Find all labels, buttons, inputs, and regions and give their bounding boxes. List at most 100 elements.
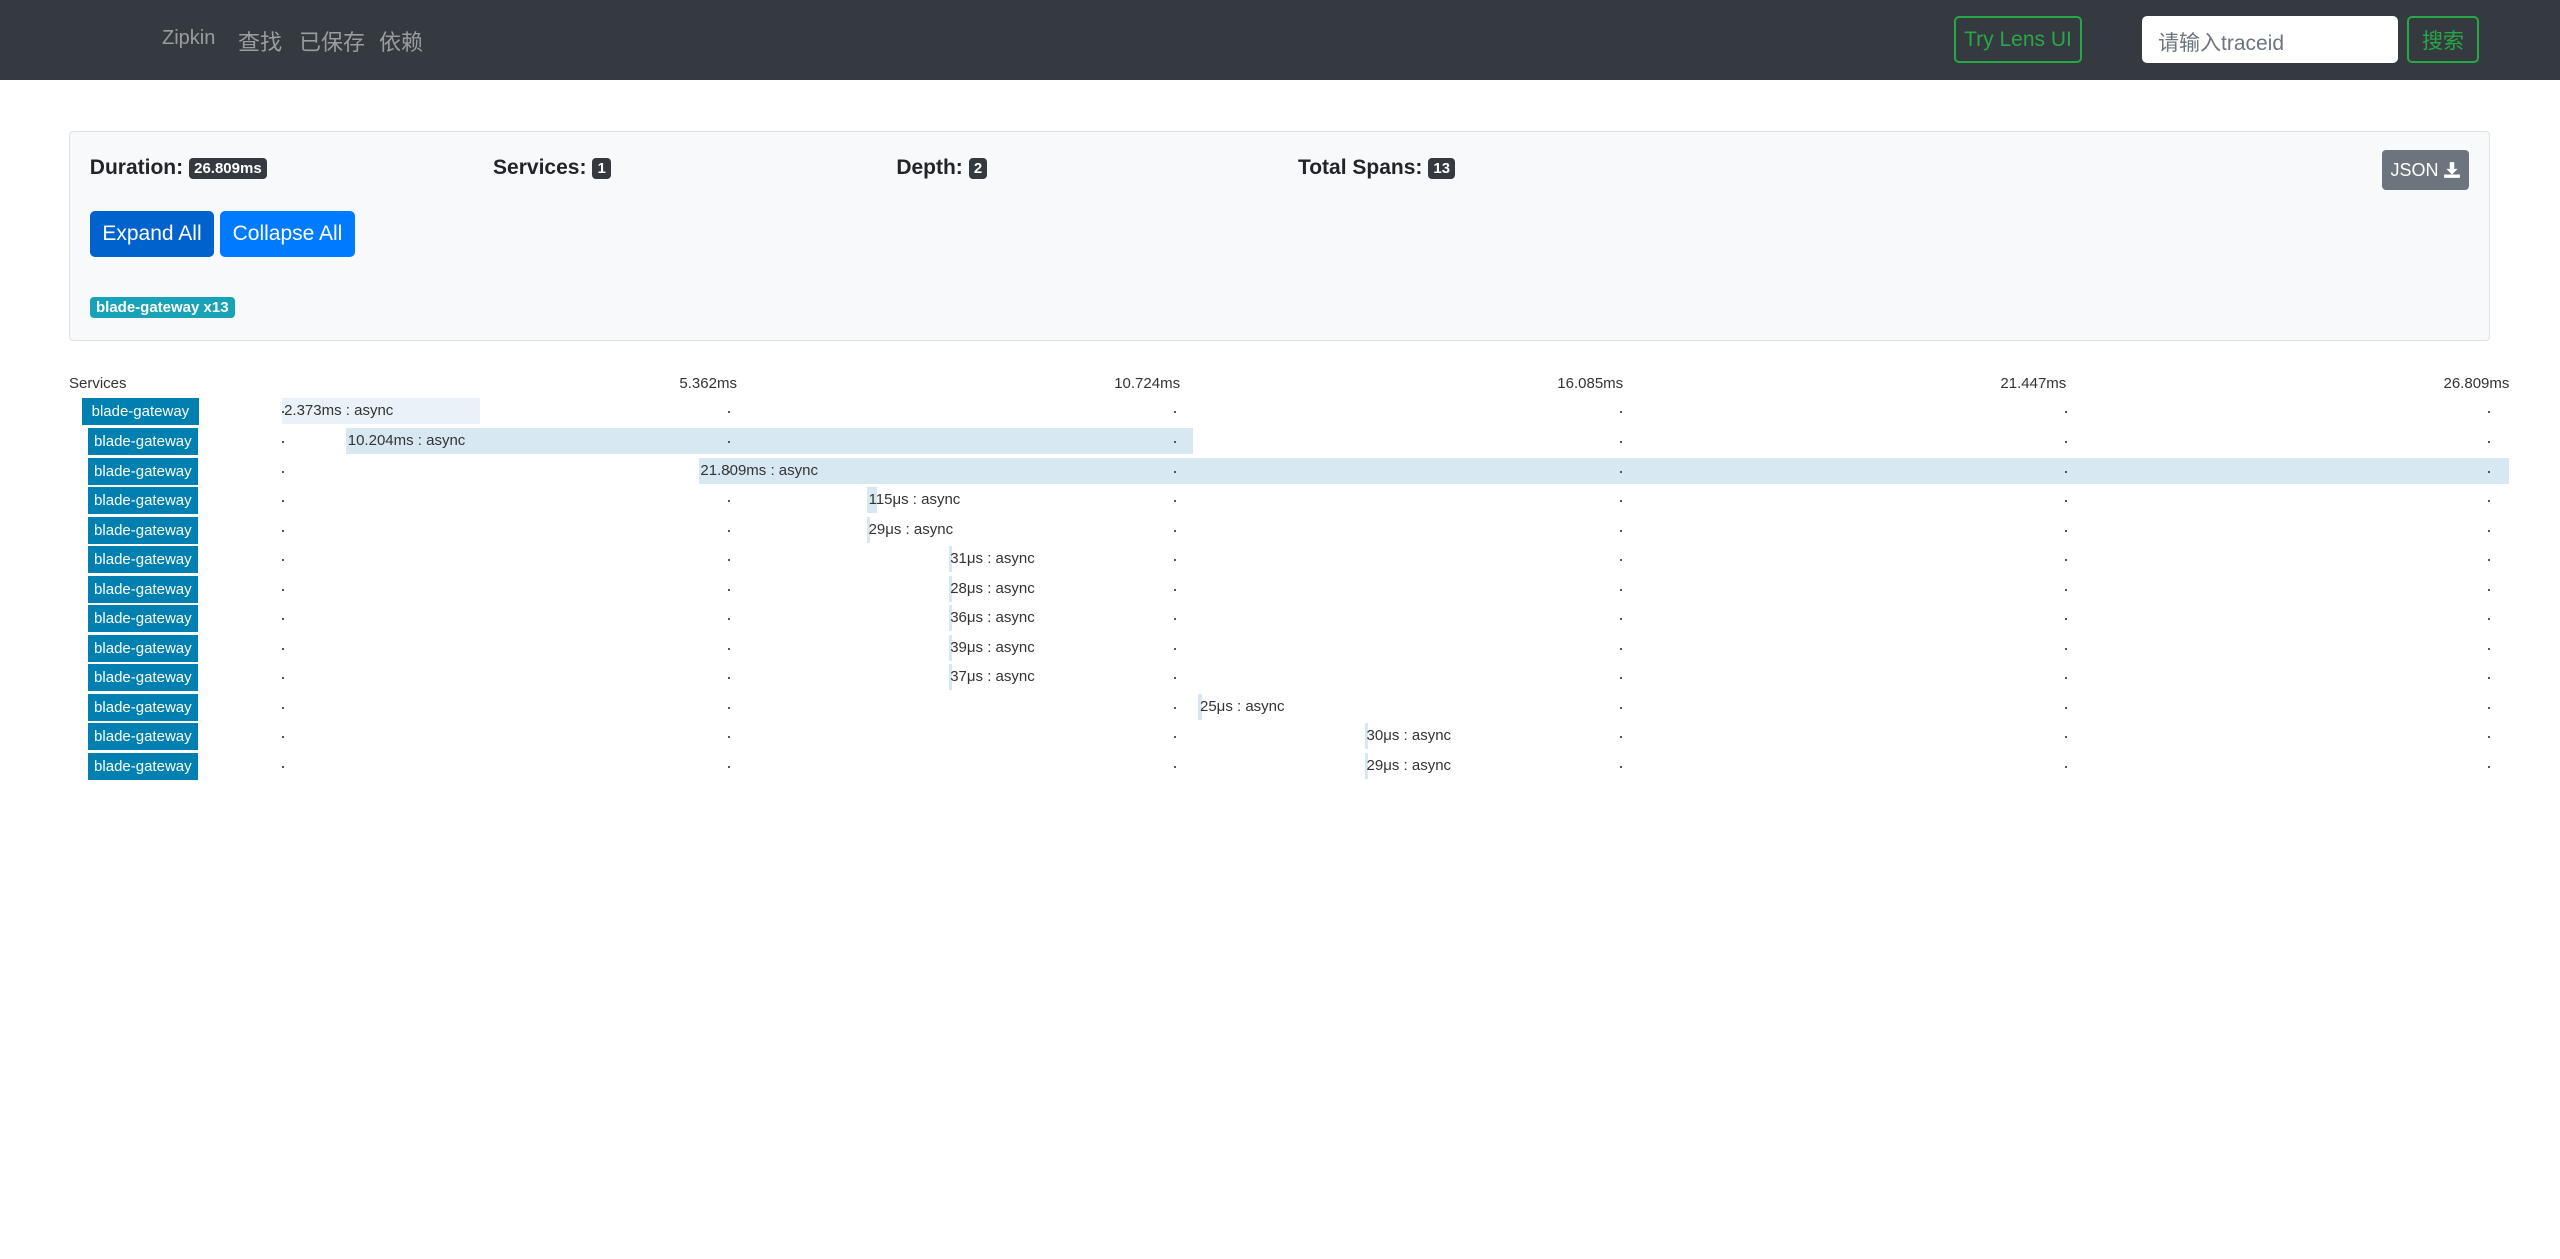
tick-dot [282, 529, 285, 532]
service-badge[interactable]: blade-gateway [88, 427, 198, 455]
tick-dot [2065, 529, 2068, 532]
span-bar[interactable] [866, 516, 871, 543]
span-bar[interactable] [1198, 693, 1202, 720]
tick-dot [1173, 677, 1176, 680]
span-bar[interactable] [948, 634, 952, 661]
nav-link[interactable]: 查找 [238, 30, 283, 55]
navbar: Zipkin 查找 已保存 依赖 Try Lens UI 请输入traceid … [0, 0, 2560, 80]
service-badge[interactable]: blade-gateway [88, 693, 198, 721]
service-badge[interactable]: blade-gateway [88, 605, 198, 633]
search-input[interactable]: 请输入traceid [2142, 16, 2398, 63]
span-bar[interactable] [948, 605, 952, 632]
lens-button[interactable]: Try Lens UI [1954, 16, 2082, 63]
stat-value: 2 [968, 157, 988, 179]
stat-value: 26.809ms [189, 157, 267, 179]
service-badge[interactable]: blade-gateway [88, 575, 198, 603]
service-badge[interactable]: blade-gateway [88, 723, 198, 751]
json-button[interactable]: JSON [2382, 150, 2469, 190]
span-bar[interactable] [282, 398, 480, 425]
tick-dot [728, 440, 731, 443]
tick-dot [282, 411, 285, 414]
span-bar[interactable] [948, 575, 952, 602]
tick-dot [2065, 500, 2068, 503]
services-header: Services [69, 375, 127, 392]
tick-dot [282, 706, 285, 709]
stat-value: 13 [1428, 157, 1456, 179]
tick-dot [728, 588, 731, 591]
brand[interactable]: Zipkin [162, 27, 216, 49]
stat-label: Depth: [896, 156, 963, 179]
tick-dot [1619, 500, 1622, 503]
stat-label: Total Spans: [1297, 156, 1423, 179]
stat-label: Services: [493, 156, 587, 179]
service-badge[interactable]: blade-gateway [88, 516, 198, 544]
span-label: 36μs : async [950, 609, 1035, 627]
tick-dot [1619, 470, 1622, 473]
search-button[interactable]: 搜索 [2407, 16, 2479, 63]
stat: Depth: 2 [896, 156, 988, 180]
tick-dot [282, 440, 285, 443]
tick-dot [1173, 529, 1176, 532]
download-icon [2443, 162, 2460, 178]
tick-dot [282, 647, 285, 650]
nav-link[interactable]: 已保存 [299, 30, 366, 55]
tick-label: 26.809ms [2443, 375, 2510, 392]
service-badge[interactable]: blade-gateway [88, 634, 198, 662]
span-label: 37μs : async [950, 668, 1035, 686]
tick-dot [1619, 766, 1622, 769]
tick-dot [2065, 706, 2068, 709]
tick-dot [282, 500, 285, 503]
tick-dot [728, 411, 731, 414]
service-badge[interactable]: blade-gateway [81, 398, 200, 426]
tick-dot [1173, 766, 1176, 769]
tick-dot [282, 736, 285, 739]
span-bar[interactable] [948, 664, 952, 691]
stat-label: Duration: [89, 156, 184, 179]
tick-dot [1173, 618, 1176, 621]
tick-dot [1619, 736, 1622, 739]
tick-label: 10.724ms [1114, 375, 1181, 392]
span-bar[interactable] [1364, 723, 1369, 750]
tick-dot [728, 470, 731, 473]
service-badge[interactable]: blade-gateway [88, 546, 198, 574]
span-bar[interactable] [698, 457, 2510, 484]
tick-dot [2065, 736, 2068, 739]
span-bar[interactable] [866, 487, 877, 514]
tick-dot [2488, 647, 2491, 650]
tick-dot [1173, 706, 1176, 709]
tick-dot [2488, 500, 2491, 503]
tick-dot [2065, 411, 2068, 414]
stat: Total Spans: 13 [1297, 156, 1456, 180]
span-label: 2.373ms : async [284, 402, 394, 420]
tick-dot [2488, 706, 2491, 709]
tick-dot [2488, 470, 2491, 473]
tick-dot [2488, 677, 2491, 680]
tick-dot [282, 677, 285, 680]
tick-label: 16.085ms [1557, 375, 1624, 392]
nav-link[interactable]: 依赖 [379, 30, 424, 55]
service-badge[interactable]: blade-gateway [88, 487, 198, 515]
span-label: 21.809ms : async [700, 461, 818, 479]
service-badge[interactable]: blade-gateway [88, 753, 198, 781]
service-tag[interactable]: blade-gateway x13 [90, 297, 235, 318]
tick-dot [2488, 736, 2491, 739]
span-bar[interactable] [346, 427, 1194, 454]
stat-value: 1 [592, 157, 611, 179]
tick-dot [1173, 500, 1176, 503]
service-badge[interactable]: blade-gateway [88, 664, 198, 692]
tick-dot [1619, 529, 1622, 532]
tick-label: 5.362ms [679, 375, 737, 392]
tick-dot [728, 559, 731, 562]
expand-button[interactable]: Expand All [90, 211, 214, 257]
tick-dot [1619, 647, 1622, 650]
span-label: 25μs : async [1200, 697, 1285, 715]
json-label: JSON [2390, 159, 2439, 180]
span-label: 28μs : async [950, 579, 1035, 597]
span-bar[interactable] [948, 546, 952, 573]
collapse-button[interactable]: Collapse All [220, 211, 355, 257]
tick-label: 21.447ms [2000, 375, 2067, 392]
span-bar[interactable] [1364, 753, 1369, 780]
service-badge[interactable]: blade-gateway [88, 457, 198, 485]
span-label: 29μs : async [1366, 757, 1452, 775]
stat: Duration: 26.809ms [90, 156, 267, 180]
